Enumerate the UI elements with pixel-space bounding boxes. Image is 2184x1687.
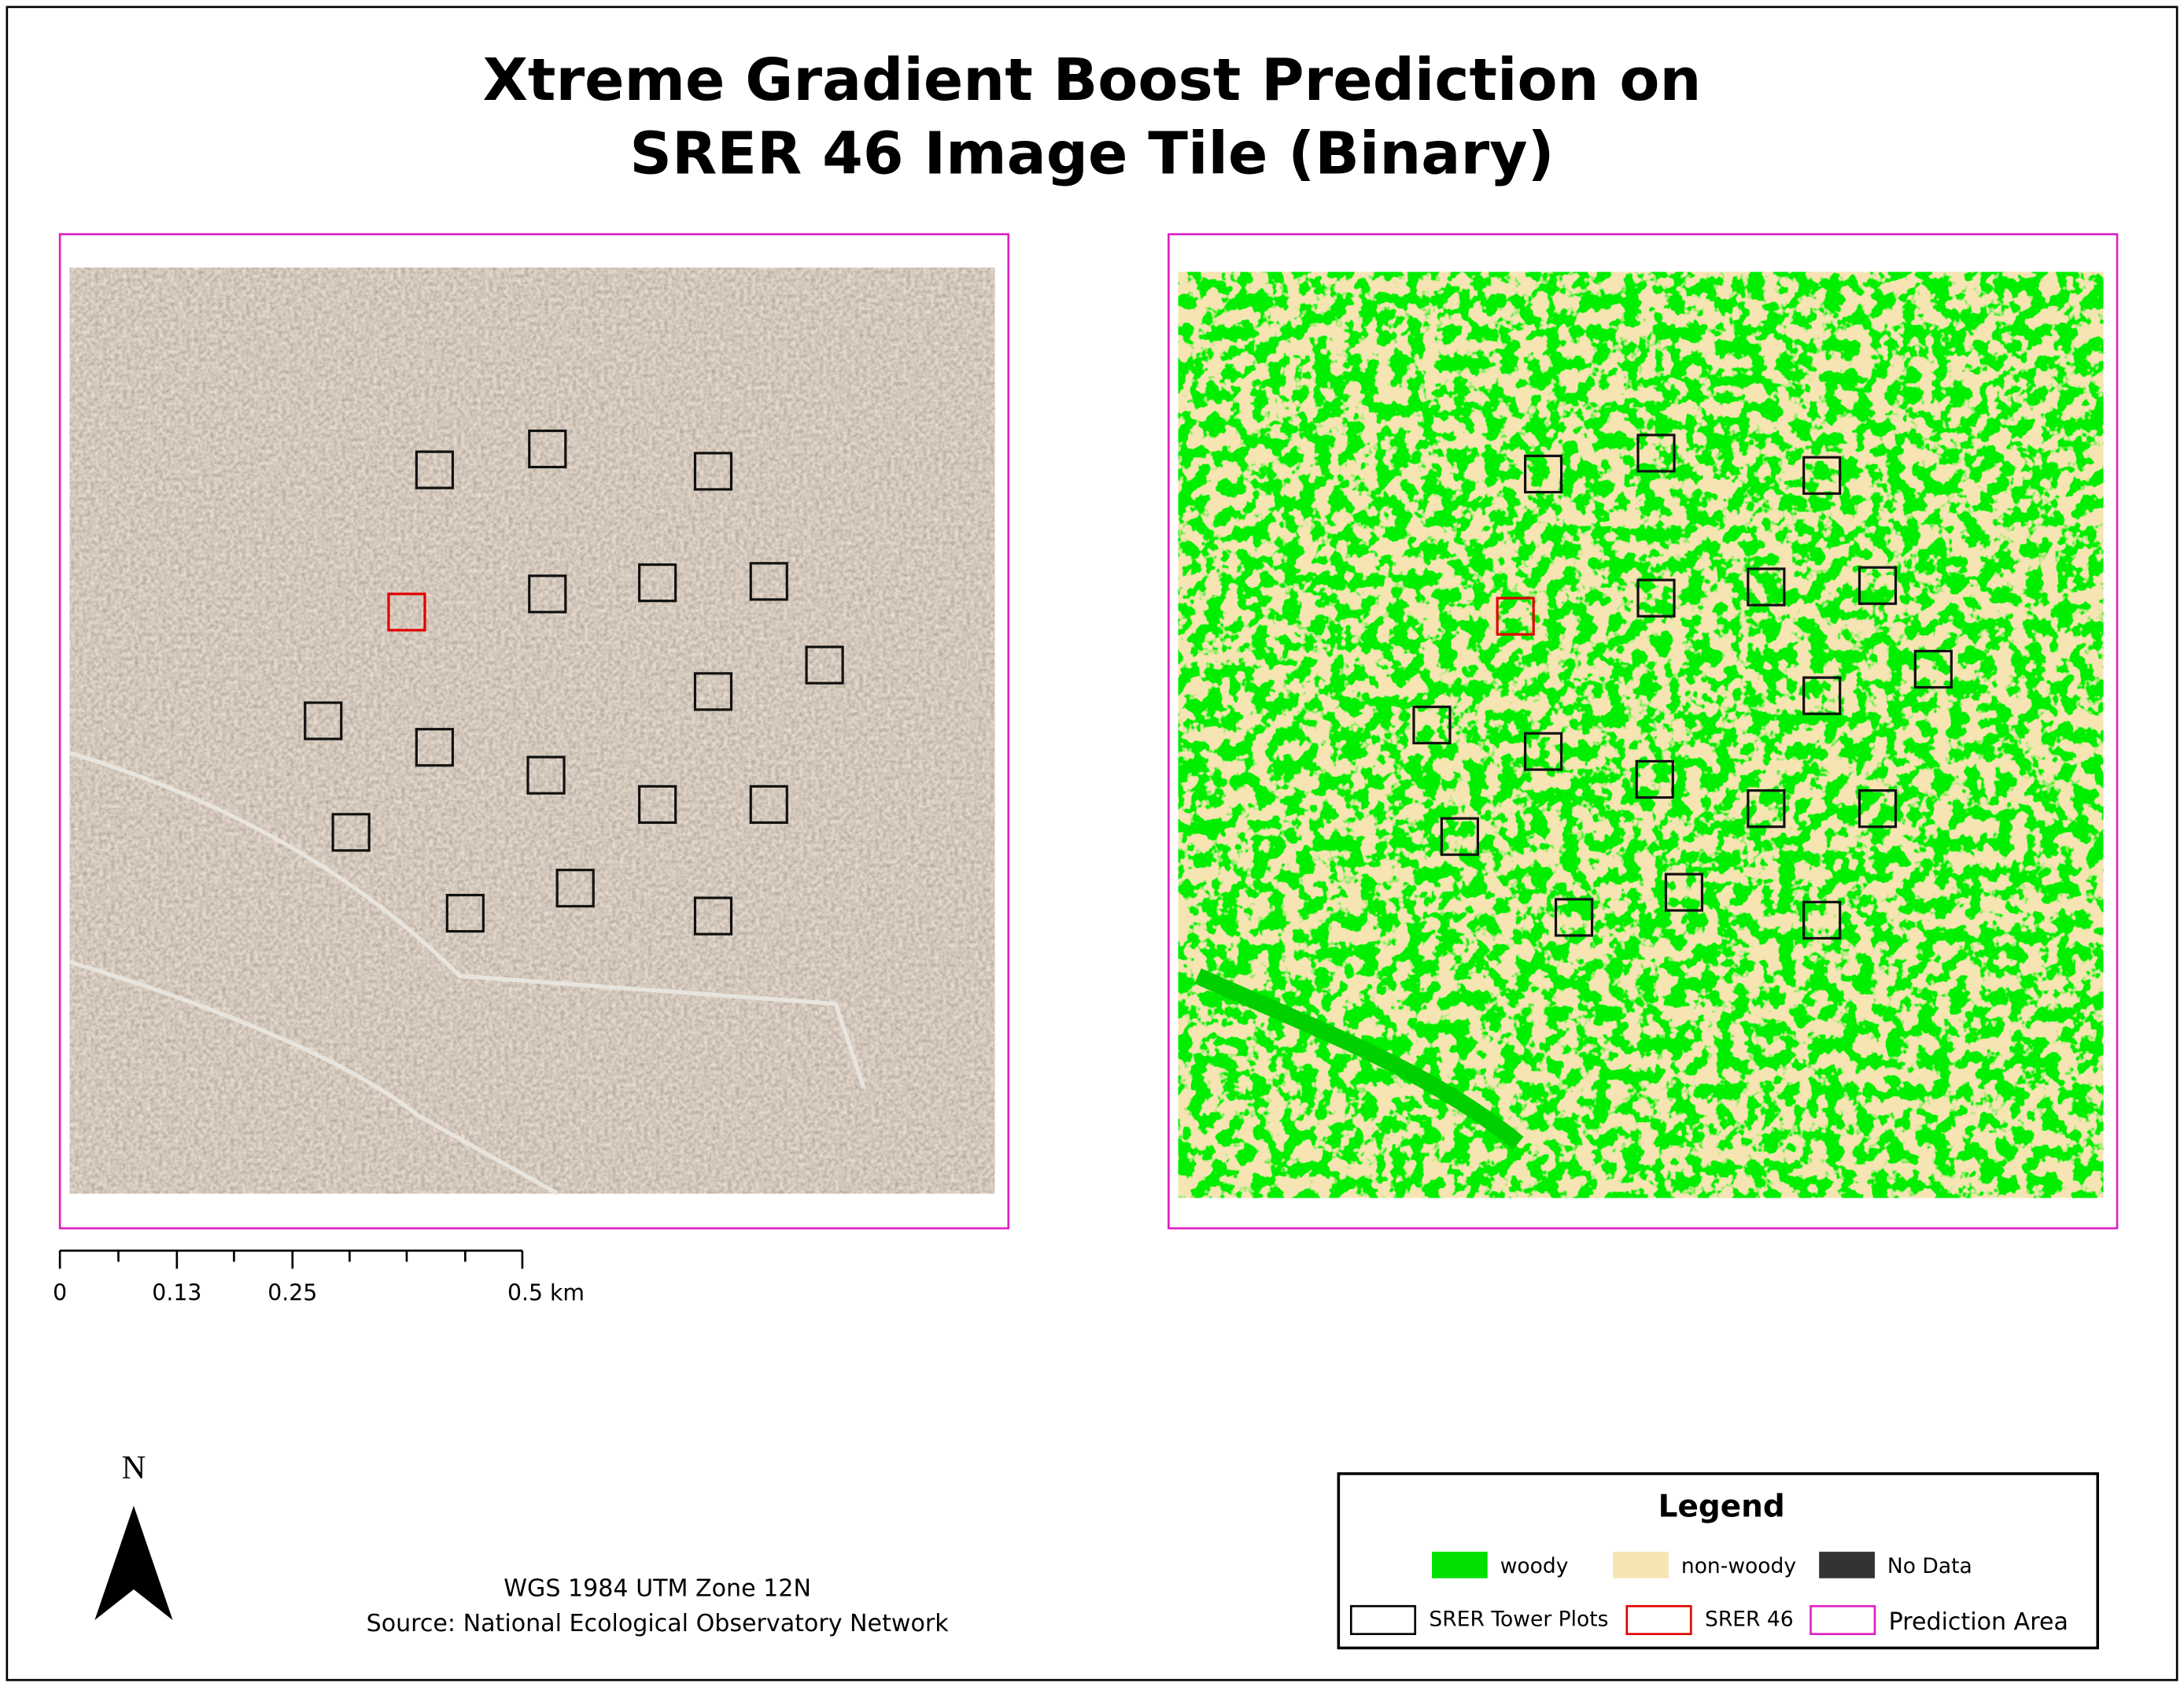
scale-label: 0.25 (267, 1279, 317, 1305)
tower-plot (638, 784, 677, 825)
legend-swatch (1810, 1604, 1876, 1635)
srer-46-plot (387, 592, 426, 632)
north-label: N (122, 1449, 146, 1486)
tower-plot (693, 896, 733, 936)
legend-label: non-woody (1681, 1554, 1796, 1578)
binary-prediction (1178, 271, 2104, 1198)
legend-label: SRER 46 (1705, 1607, 1794, 1631)
legend-swatch (1349, 1604, 1417, 1635)
tower-plot (693, 672, 733, 711)
srer-46-plot (1496, 596, 1535, 636)
north-arrow (94, 1505, 173, 1620)
scale-label: 0 (53, 1279, 67, 1305)
tower-plot (1802, 456, 1842, 495)
tower-plot (1747, 789, 1786, 829)
tower-plot (1412, 705, 1452, 745)
tower-plot (1913, 649, 1953, 689)
scale-bar (58, 1250, 524, 1269)
tower-plot (1440, 817, 1479, 856)
legend-label: woody (1500, 1554, 1569, 1578)
tower-plot (528, 574, 567, 614)
tower-plot (528, 429, 567, 469)
tower-plot (1636, 434, 1676, 473)
tower-plot (415, 450, 454, 489)
legend-swatch (1819, 1552, 1875, 1578)
tower-plot (1858, 789, 1898, 829)
tower-plot (805, 645, 844, 685)
tower-plot (445, 893, 485, 933)
tower-plot (1802, 676, 1842, 715)
legend-swatch (1625, 1604, 1692, 1635)
tower-plot (749, 784, 788, 825)
legend-label: SRER Tower Plots (1429, 1607, 1608, 1631)
title-line1: Xtreme Gradient Boost Prediction on (483, 46, 1702, 114)
tower-plot (526, 755, 566, 795)
tower-plot (693, 452, 733, 491)
tower-plot (555, 869, 595, 908)
tower-plot (1554, 898, 1594, 937)
tower-plot (638, 563, 677, 603)
tower-plots (304, 429, 1953, 940)
road (68, 751, 866, 1196)
tower-plot (1524, 732, 1563, 771)
page-frame (6, 6, 2178, 1681)
scale-label: 0.5 km (507, 1279, 585, 1305)
source: Source: National Ecological Observatory … (367, 1610, 950, 1637)
tower-plot (1636, 578, 1676, 618)
tower-plot (749, 562, 788, 601)
title-line2: SRER 46 Image Tile (Binary) (629, 120, 1554, 188)
legend-label: No Data (1887, 1554, 1972, 1578)
legend-swatch (1431, 1552, 1488, 1578)
scale-label: 0.13 (152, 1279, 201, 1305)
legend-title: Legend (1658, 1490, 1785, 1525)
tower-plot (1858, 566, 1898, 605)
legend-swatch (1613, 1552, 1669, 1578)
tower-plot (1747, 567, 1786, 607)
tower-plot (1524, 454, 1563, 494)
tower-plot (1635, 759, 1674, 799)
aerial-image (69, 268, 995, 1194)
woody-riparian (1194, 968, 1524, 1150)
tower-plot (415, 728, 454, 767)
projection: WGS 1984 UTM Zone 12N (504, 1574, 811, 1602)
tower-plot (331, 813, 371, 852)
legend-label: Prediction Area (1889, 1608, 2068, 1636)
tower-plot (304, 701, 343, 740)
tower-plot (1664, 873, 1704, 912)
tower-plot (1802, 900, 1842, 940)
